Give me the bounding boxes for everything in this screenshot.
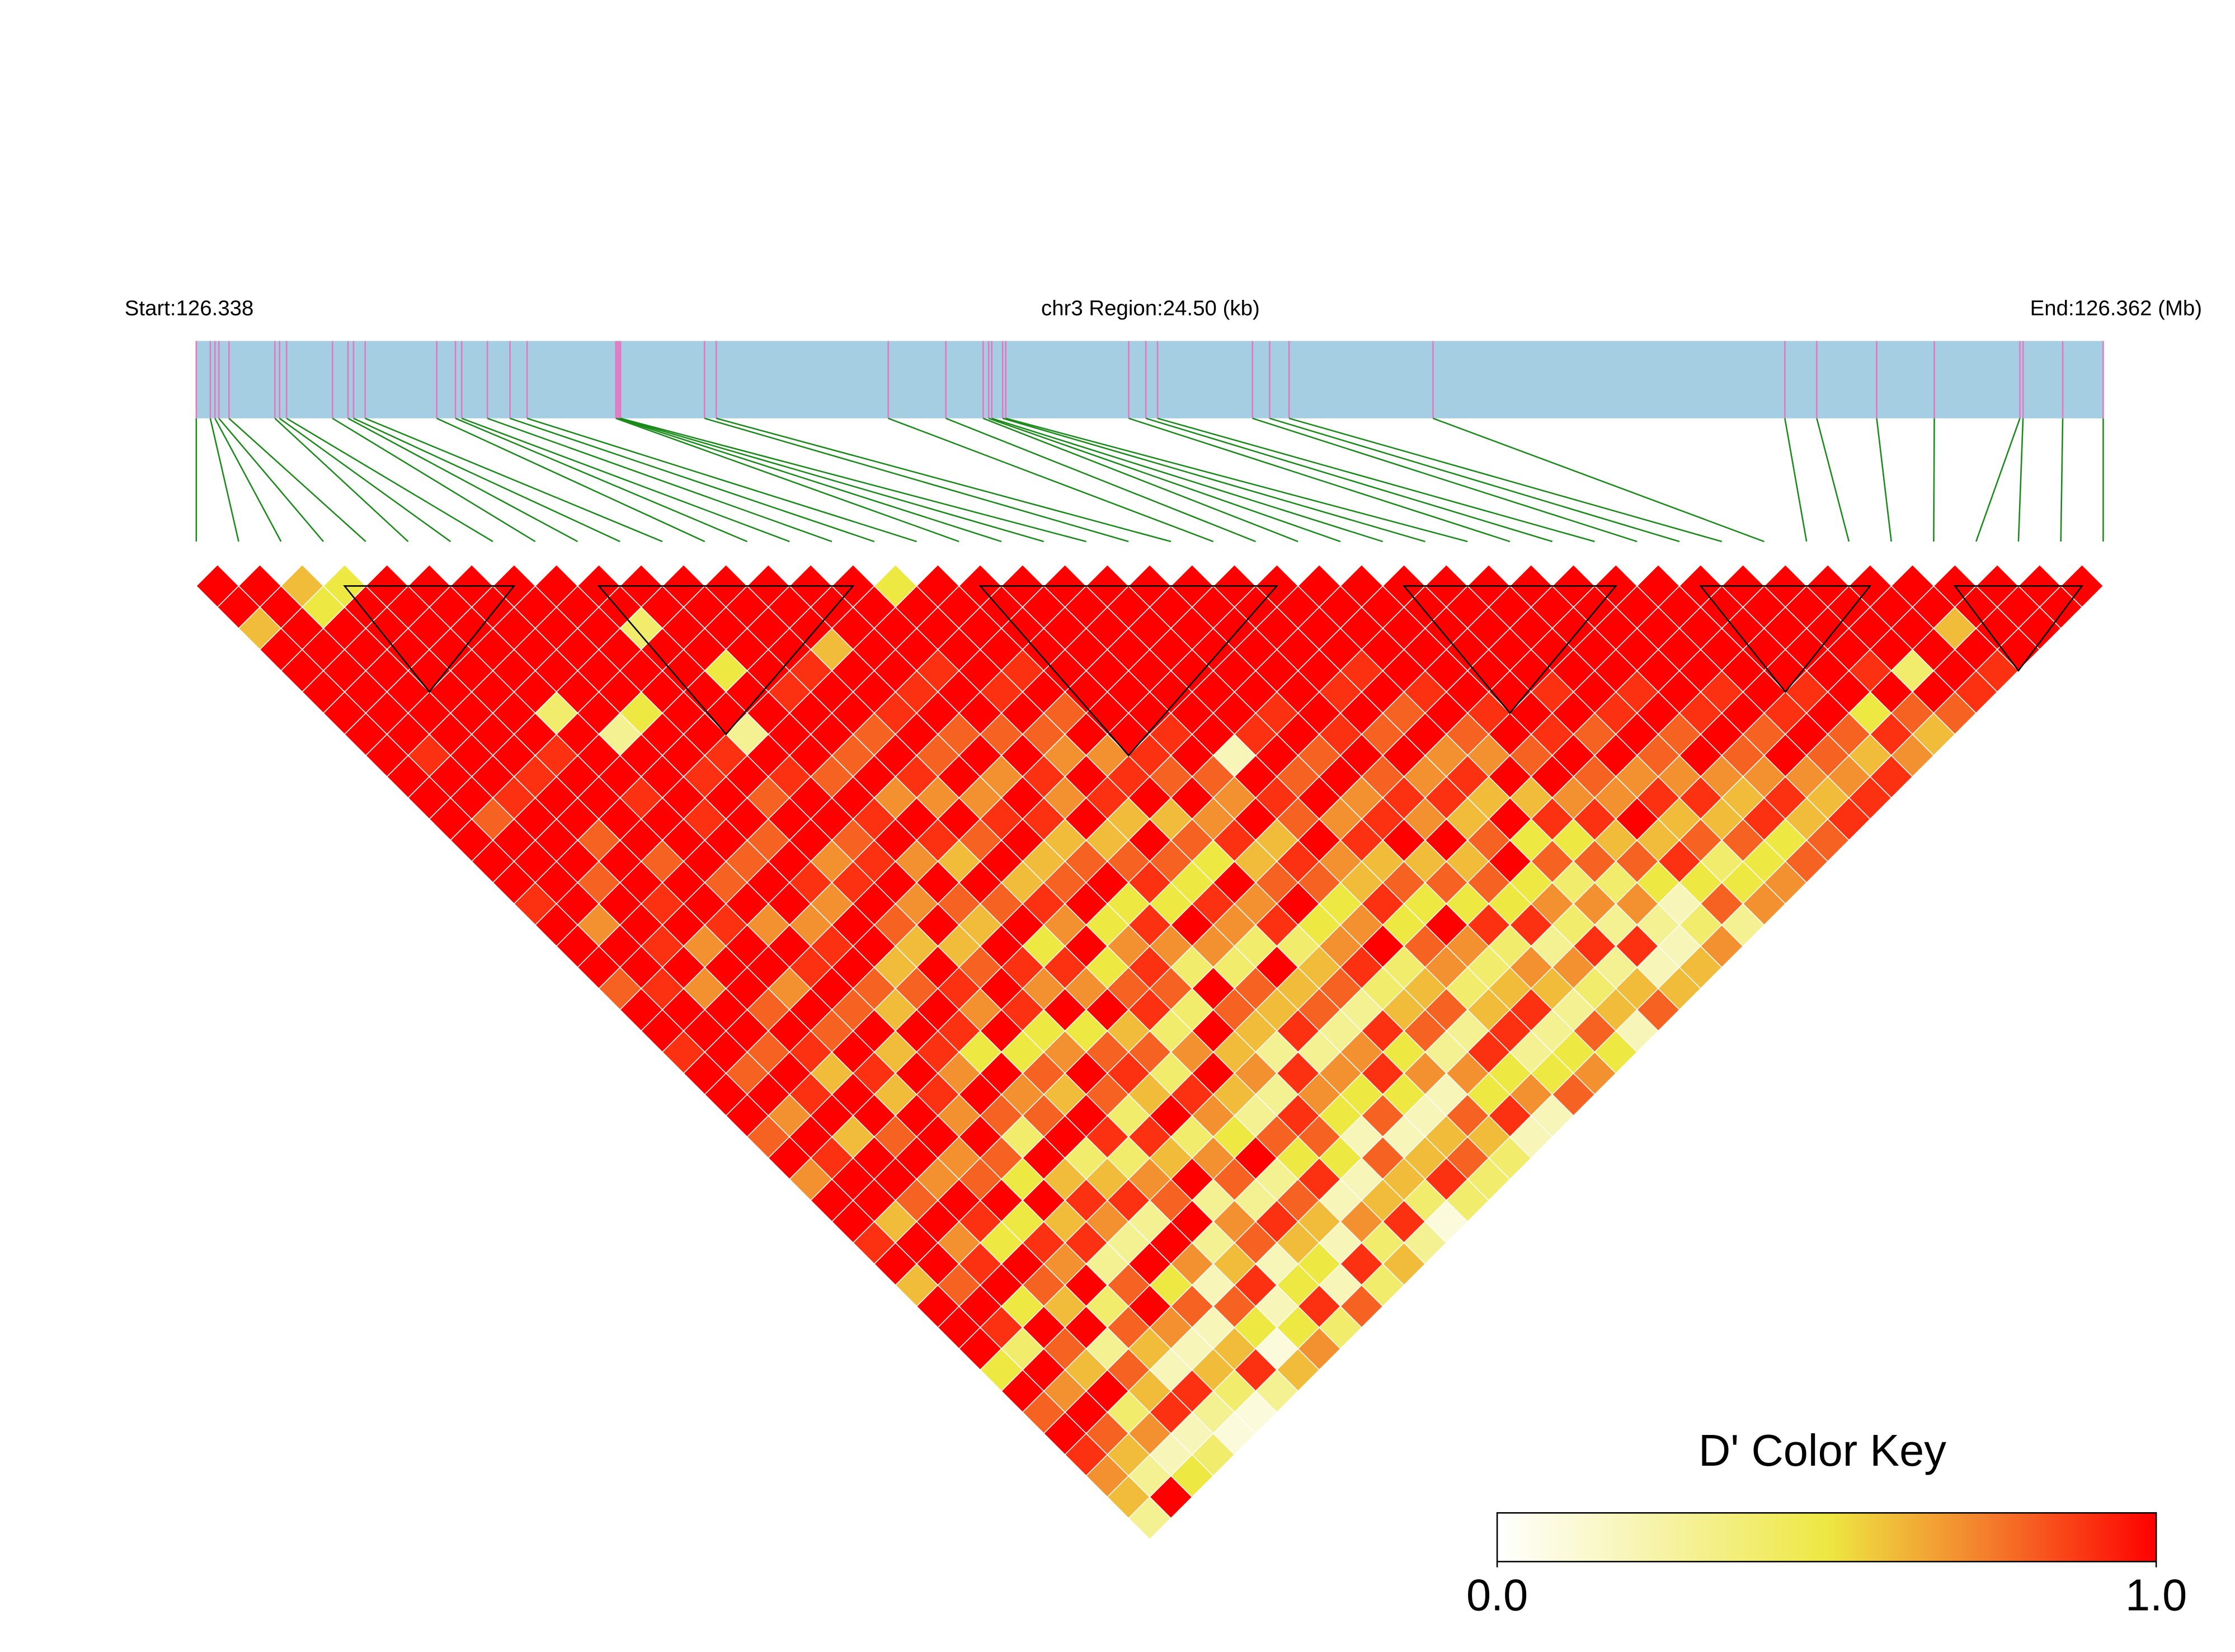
snp-connector — [353, 417, 620, 543]
snp-connector — [618, 417, 1044, 543]
color-key-bar — [1496, 1512, 2157, 1562]
snp-connector — [1002, 417, 1425, 543]
snp-connector — [365, 417, 663, 543]
snp-connector — [526, 417, 917, 543]
snp-connector — [228, 417, 366, 542]
snp-connector — [2060, 418, 2064, 542]
snp-connector — [1252, 417, 1638, 543]
snp-connector — [347, 417, 578, 543]
color-key-label: 1.0 — [2125, 1570, 2187, 1620]
snp-connector — [1876, 418, 1892, 542]
color-key-title: D' Color Key — [1698, 1425, 1946, 1475]
ld-block — [1699, 585, 1872, 693]
ld-block — [1402, 585, 1618, 714]
snp-connector — [620, 417, 1086, 543]
snp-connector — [988, 417, 1341, 543]
snp-connector — [1288, 417, 1723, 543]
snp-connector — [982, 417, 1298, 543]
snp-connector — [436, 417, 705, 543]
snp-connector — [1433, 417, 1765, 543]
snp-connector — [704, 417, 1129, 543]
snp-connector — [2017, 418, 2024, 542]
snp-connector — [617, 417, 1002, 543]
snp-connector — [716, 417, 1171, 543]
snp-connector — [218, 417, 324, 542]
snp-connector — [461, 417, 790, 543]
region-label: chr3 Region:24.50 (kb) — [1041, 296, 1260, 320]
snp-connector — [279, 417, 451, 543]
snp-connector — [1933, 418, 1935, 542]
ld-block — [978, 585, 1279, 757]
snp-connector — [1157, 417, 1595, 543]
snp-connector — [1005, 417, 1468, 543]
snp-connector — [888, 417, 1214, 543]
snp-connector — [286, 417, 493, 543]
heatmap — [195, 564, 2104, 1540]
snp-connector — [945, 417, 1256, 543]
snp-connector — [1816, 418, 1850, 542]
ld-block — [343, 585, 516, 693]
snp-connector — [209, 418, 239, 542]
color-key-label: 0.0 — [1466, 1570, 1528, 1620]
snp-connector — [214, 418, 282, 542]
snp-track — [195, 341, 2104, 543]
snp-connector — [1269, 417, 1680, 543]
start-label: Start:126.338 — [125, 296, 254, 320]
snp-connector — [1975, 418, 2021, 542]
snp-connector — [455, 417, 748, 543]
snp-connector — [332, 417, 536, 543]
ld-block — [597, 585, 855, 736]
snp-connector — [615, 417, 959, 543]
snp-connector — [274, 417, 409, 542]
snp-connector — [1145, 417, 1553, 543]
snp-connector — [1784, 418, 1808, 542]
snp-connector — [991, 417, 1384, 543]
snp-connector — [487, 417, 832, 543]
end-label: End:126.362 (Mb) — [2030, 296, 2202, 320]
snp-connector — [1128, 417, 1511, 543]
snp-connector — [510, 417, 875, 543]
ld-block — [1953, 585, 2084, 672]
